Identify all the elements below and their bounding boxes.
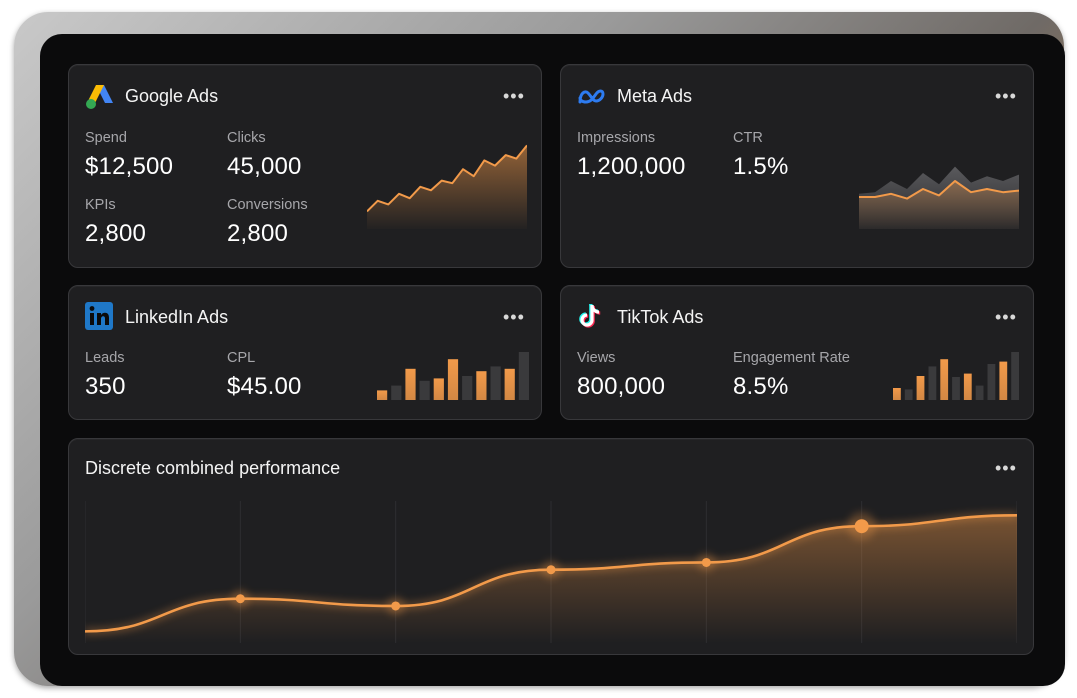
bar — [904, 389, 913, 400]
dashboard-screen: Google Ads ••• Spend $12,500 Clicks 45,0… — [40, 34, 1065, 686]
metric-label: Spend — [85, 130, 127, 146]
card-title: LinkedIn Ads — [125, 307, 229, 327]
bar — [377, 390, 388, 400]
more-options-icon[interactable]: ••• — [503, 86, 525, 106]
card-title: TikTok Ads — [617, 307, 704, 327]
bar — [518, 352, 529, 400]
bar — [419, 380, 430, 400]
metric-value: 350 — [85, 373, 126, 400]
metric-label: Views — [577, 350, 616, 366]
bar — [952, 377, 960, 400]
meta-icon — [578, 89, 605, 104]
data-point[interactable] — [701, 557, 711, 567]
bar — [975, 385, 984, 400]
metric-label: Clicks — [227, 130, 266, 146]
bar — [391, 385, 402, 400]
area-line — [859, 180, 1019, 200]
area-front — [859, 181, 1019, 229]
combined-performance-card[interactable]: Discrete combined performance ••• — [68, 438, 1034, 655]
metric-label: KPIs — [85, 197, 116, 213]
linkedin-icon — [85, 302, 113, 330]
metric-label: Leads — [85, 350, 125, 366]
metric-value: $45.00 — [227, 373, 302, 400]
card-title: Google Ads — [125, 86, 219, 106]
metric-label: CPL — [227, 350, 256, 366]
bar — [916, 376, 925, 400]
metric-value: 2,800 — [227, 220, 289, 247]
sparkline-line — [367, 144, 527, 213]
metric-label: CTR — [733, 130, 763, 146]
bar — [999, 361, 1008, 400]
bar — [476, 371, 487, 400]
bar — [462, 376, 473, 400]
combined-line-chart — [85, 501, 1017, 643]
metric-value: 1.5% — [733, 153, 789, 180]
sparkline-area — [367, 145, 527, 229]
more-options-icon[interactable]: ••• — [995, 307, 1017, 327]
google-sparkline-chart — [367, 144, 527, 229]
bar — [405, 368, 416, 400]
bar — [1011, 352, 1019, 400]
bar — [963, 373, 972, 400]
meta-area-chart — [859, 166, 1019, 229]
tiktok-ads-card[interactable]: TikTok Ads ••• Views 800,000 Engagement … — [560, 285, 1034, 420]
data-point[interactable] — [235, 594, 245, 604]
bar — [893, 388, 901, 400]
more-options-icon[interactable]: ••• — [503, 307, 525, 327]
linkedin-ads-card[interactable]: LinkedIn Ads ••• Leads 350 CPL $45.00 — [68, 285, 542, 420]
tiktok-icon — [579, 303, 601, 328]
metric-label: Conversions — [227, 197, 308, 213]
google-ads-card[interactable]: Google Ads ••• Spend $12,500 Clicks 45,0… — [68, 64, 542, 268]
tablet-frame: Google Ads ••• Spend $12,500 Clicks 45,0… — [14, 12, 1065, 686]
bar — [447, 359, 459, 400]
bar — [433, 378, 444, 400]
metric-value: 45,000 — [227, 153, 302, 180]
chart-title: Discrete combined performance — [85, 458, 341, 478]
tiktok-bar-chart — [893, 352, 1019, 400]
metric-value: 8.5% — [733, 373, 789, 400]
data-point[interactable] — [854, 519, 869, 534]
metric-value: 1,200,000 — [577, 153, 686, 180]
linkedin-bar-chart — [377, 352, 529, 400]
card-title: Meta Ads — [617, 86, 693, 106]
data-point[interactable] — [546, 565, 556, 575]
bar — [940, 359, 949, 400]
google-ads-icon — [86, 85, 113, 109]
data-point[interactable] — [391, 601, 401, 611]
metric-label: Engagement Rate — [733, 350, 850, 366]
more-options-icon[interactable]: ••• — [995, 458, 1017, 478]
metric-value: 800,000 — [577, 373, 666, 400]
more-options-icon[interactable]: ••• — [995, 86, 1017, 106]
metric-value: $12,500 — [85, 153, 174, 180]
bar — [928, 366, 937, 400]
bar — [504, 368, 515, 400]
bar — [490, 366, 501, 400]
bar — [987, 364, 996, 400]
metric-label: Impressions — [577, 130, 656, 146]
meta-ads-card[interactable]: Meta Ads ••• Impressions 1,200,000 CTR 1… — [560, 64, 1034, 268]
metric-value: 2,800 — [85, 220, 147, 247]
